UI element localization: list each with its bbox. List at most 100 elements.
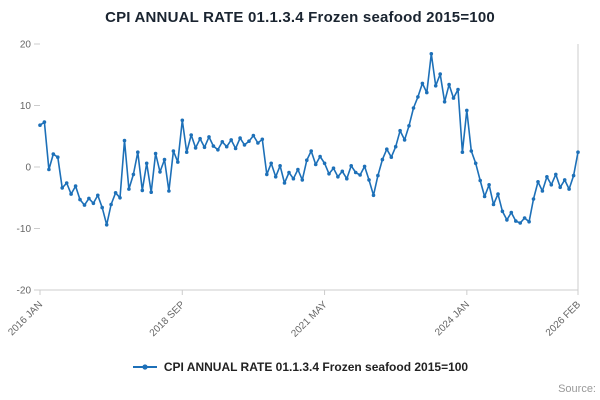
data-point-marker[interactable] <box>109 202 113 207</box>
data-point-marker[interactable] <box>433 84 438 88</box>
data-point-marker[interactable] <box>238 136 242 140</box>
data-point-marker[interactable] <box>144 161 149 166</box>
data-point-marker[interactable] <box>460 150 465 154</box>
data-point-marker[interactable] <box>353 170 358 175</box>
data-point-marker[interactable] <box>131 172 136 177</box>
data-point-marker[interactable] <box>140 188 145 193</box>
data-point-marker[interactable] <box>60 186 64 190</box>
data-point-marker[interactable] <box>554 172 558 177</box>
data-point-marker[interactable] <box>358 173 362 177</box>
data-point-marker[interactable] <box>509 210 514 215</box>
data-point-marker[interactable] <box>331 166 336 170</box>
data-point-marker[interactable] <box>371 193 376 198</box>
data-point-marker[interactable] <box>96 193 100 198</box>
data-point-marker[interactable] <box>527 219 531 224</box>
data-point-marker[interactable] <box>407 124 411 128</box>
data-point-marker[interactable] <box>296 167 300 172</box>
data-point-marker[interactable] <box>522 216 527 220</box>
data-point-marker[interactable] <box>64 181 69 185</box>
data-point-marker[interactable] <box>220 140 225 144</box>
data-point-marker[interactable] <box>478 178 483 183</box>
data-point-marker[interactable] <box>265 172 269 177</box>
data-point-marker[interactable] <box>558 185 562 190</box>
data-point-marker[interactable] <box>549 183 554 187</box>
data-point-marker[interactable] <box>198 136 202 141</box>
data-point-marker[interactable] <box>216 148 220 152</box>
data-point-marker[interactable] <box>536 180 540 184</box>
data-point-marker[interactable] <box>91 201 96 206</box>
data-point-marker[interactable] <box>291 176 296 181</box>
data-point-marker[interactable] <box>127 187 131 191</box>
data-point-marker[interactable] <box>469 149 474 153</box>
data-point-marker[interactable] <box>340 169 345 174</box>
data-point-marker[interactable] <box>411 106 416 110</box>
data-point-marker[interactable] <box>300 178 305 182</box>
data-point-marker[interactable] <box>251 133 256 138</box>
data-point-marker[interactable] <box>69 192 73 196</box>
data-point-marker[interactable] <box>273 175 278 179</box>
data-point-marker[interactable] <box>385 147 389 151</box>
data-point-marker[interactable] <box>482 194 487 199</box>
data-point-marker[interactable] <box>51 152 56 156</box>
data-point-marker[interactable] <box>345 176 349 181</box>
data-point-marker[interactable] <box>456 87 460 92</box>
data-point-marker[interactable] <box>465 108 469 113</box>
data-point-marker[interactable] <box>47 167 51 172</box>
data-point-marker[interactable] <box>282 181 287 185</box>
data-point-marker[interactable] <box>425 90 429 95</box>
data-point-marker[interactable] <box>473 161 478 166</box>
data-point-marker[interactable] <box>287 170 291 175</box>
data-point-marker[interactable] <box>336 175 340 179</box>
data-point-marker[interactable] <box>416 95 420 99</box>
data-point-marker[interactable] <box>349 164 354 168</box>
data-point-marker[interactable] <box>73 184 78 188</box>
data-point-marker[interactable] <box>487 183 491 187</box>
data-point-marker[interactable] <box>491 202 496 207</box>
data-point-marker[interactable] <box>429 52 434 56</box>
data-point-marker[interactable] <box>224 144 229 149</box>
data-point-marker[interactable] <box>398 128 402 133</box>
data-point-marker[interactable] <box>256 141 260 145</box>
data-point-marker[interactable] <box>562 178 567 182</box>
data-point-marker[interactable] <box>167 189 171 193</box>
data-point-marker[interactable] <box>100 205 104 210</box>
data-point-marker[interactable] <box>389 155 394 159</box>
data-point-marker[interactable] <box>38 123 42 127</box>
data-point-marker[interactable] <box>402 138 407 142</box>
data-point-marker[interactable] <box>545 175 549 179</box>
data-point-marker[interactable] <box>207 135 211 139</box>
data-point-marker[interactable] <box>82 203 87 207</box>
data-point-marker[interactable] <box>376 173 380 178</box>
data-point-marker[interactable] <box>211 144 216 148</box>
data-point-marker[interactable] <box>136 150 140 154</box>
data-point-marker[interactable] <box>380 157 385 162</box>
data-point-marker[interactable] <box>229 138 233 142</box>
data-point-marker[interactable] <box>171 149 176 153</box>
data-point-marker[interactable] <box>104 223 109 227</box>
data-point-marker[interactable] <box>122 138 127 143</box>
data-point-marker[interactable] <box>153 151 158 156</box>
data-point-marker[interactable] <box>113 191 118 195</box>
data-point-marker[interactable] <box>567 187 571 191</box>
data-point-marker[interactable] <box>496 192 500 196</box>
data-point-marker[interactable] <box>514 219 518 223</box>
data-point-marker[interactable] <box>318 154 322 159</box>
data-point-marker[interactable] <box>451 96 456 100</box>
data-point-marker[interactable] <box>158 170 162 174</box>
data-point-marker[interactable] <box>260 137 265 142</box>
data-point-marker[interactable] <box>393 144 398 149</box>
data-point-marker[interactable] <box>118 196 122 200</box>
data-point-marker[interactable] <box>202 145 207 150</box>
data-point-marker[interactable] <box>305 158 309 162</box>
data-point-marker[interactable] <box>576 150 580 154</box>
data-point-marker[interactable] <box>322 161 327 166</box>
data-point-marker[interactable] <box>278 164 282 168</box>
data-point-marker[interactable] <box>500 209 505 214</box>
data-point-marker[interactable] <box>313 162 318 167</box>
data-point-marker[interactable] <box>420 81 425 86</box>
data-point-marker[interactable] <box>87 196 91 201</box>
data-point-marker[interactable] <box>78 197 82 202</box>
data-point-marker[interactable] <box>184 150 189 154</box>
data-point-marker[interactable] <box>362 164 367 169</box>
data-point-marker[interactable] <box>518 221 522 225</box>
